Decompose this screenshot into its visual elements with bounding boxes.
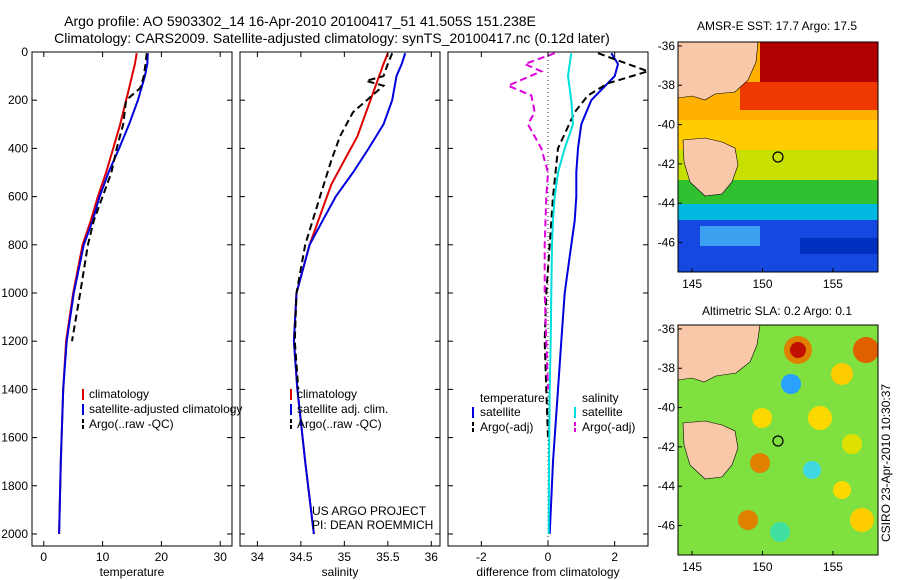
salinity-series-0-line [292,52,389,535]
temperature-series-1-line [58,53,149,535]
difference-xtick-label-0: -2 [476,550,487,564]
sst-ytick-label-0: -36 [658,39,676,53]
sst-xtick-label-0: 145 [682,277,702,291]
difference-series-1-line [543,52,652,438]
salinity-annotation-1: PI: DEAN ROEMMICH [312,518,433,532]
tasmania-sst [682,137,739,197]
figure-title-line2: Climatology: CARS2009. Satellite-adjuste… [54,30,610,46]
sst-ytick-label-4: -44 [658,196,676,210]
temperature-ytick-label-2: 400 [8,141,28,155]
temperature-xtick-label-3: 30 [214,550,228,564]
australia-mainland-sst [678,42,759,101]
sla-map-frame [677,324,879,556]
temperature-ytick-label-10: 2000 [1,527,28,541]
temperature-ytick-label-6: 1200 [1,334,28,348]
salinity-panel: 34 34.5 35 35.5 36 salinity climatologysatelli… [239,51,441,579]
salinity-axes-frame [239,51,441,547]
temperature-ytick-label-8: 1600 [1,431,28,445]
temperature-ytick-label-7: 1400 [1,382,28,396]
difference-legend-right-title: salinity [582,391,619,405]
sla-xtick-label-1: 150 [752,560,772,574]
temperature-ytick-label-1: 200 [8,93,28,107]
difference-xtick-label-1: 0 [545,550,552,564]
sla-xtick-label-2: 155 [823,560,843,574]
sla-xtick-label-0: 145 [682,560,702,574]
salinity-legend-label-2: Argo(..raw -QC) [297,417,382,431]
difference-xtick-label-2: 2 [611,550,618,564]
sst-ytick-label-3: -42 [658,157,676,171]
temperature-ytick-label-4: 800 [8,238,28,252]
salinity-xlabel: salinity [322,565,359,579]
difference-legend-left-title: temperature [480,391,545,405]
tasmania-sla [682,420,739,480]
sla-ytick-label-4: -44 [658,479,676,493]
difference-legend-right-label-0: satellite [582,405,623,419]
temperature-ytick-label-9: 1800 [1,479,28,493]
temperature-ytick-label-0: 0 [21,45,28,59]
sst-xtick-label-1: 150 [752,277,772,291]
salinity-xtick-label-0: 34 [251,550,265,564]
sla-map-field [678,325,878,555]
temperature-xtick-label-1: 10 [96,550,110,564]
temperature-series-0-line [58,53,138,535]
sla-ytick-label-1: -38 [658,361,676,375]
temperature-legend-label-1: satellite-adjusted climatology [89,402,242,416]
temperature-axes-frame [31,51,233,547]
salinity-xtick-label-2: 35 [338,550,352,564]
sst-argo-location [772,151,784,163]
salinity-xtick-label-3: 35.5 [376,550,400,564]
sla-ytick-label-5: -46 [658,519,676,533]
temperature-xlabel: temperature [100,565,165,579]
temperature-ytick-label-3: 600 [8,190,28,204]
sla-map-title: Altimetric SLA: 0.2 Argo: 0.1 [702,304,852,318]
difference-xlabel: difference from climatology [476,565,619,579]
csiro-side-label: CSIRO 23-Apr-2010 10:30:37 [879,384,893,542]
sst-ytick-label-1: -38 [658,78,676,92]
australia-mainland-sla [678,325,761,383]
sst-map-axes: 145 150 155 -36 -38 -40 -42 -44 -46 [658,39,844,291]
sla-map-panel: Altimetric SLA: 0.2 Argo: 0.1 145 150 155 -… [658,304,879,574]
sst-ytick-label-5: -46 [658,236,676,250]
temperature-xtick-label-2: 20 [155,550,169,564]
sst-map-panel: AMSR-E SST: 17.7 Argo: 17.5 145 150 155 -36… [658,19,879,291]
sla-ytick-label-2: -40 [658,401,676,415]
sst-map-title: AMSR-E SST: 17.7 Argo: 17.5 [697,19,857,33]
sst-xtick-label-2: 155 [823,277,843,291]
temperature-panel: 0 10 20 30 temperature 0 200 400 600 800 1000 1200 1… [1,45,242,579]
difference-series-2-line [547,53,575,535]
sla-ytick-label-0: -36 [658,322,676,336]
salinity-series-1-line [292,52,407,535]
difference-series-3-line [505,52,556,390]
temperature-series-2-line [71,53,148,342]
temperature-ytick-label-5: 1000 [1,286,28,300]
difference-legend-left-label-0: satellite [480,405,521,419]
difference-legend-left-label-1: Argo(-adj) [480,420,533,434]
sst-map-field [678,42,878,272]
difference-legend-right-label-1: Argo(-adj) [582,420,635,434]
sla-argo-location [772,435,784,447]
temperature-legend-label-2: Argo(..raw -QC) [89,417,174,431]
temperature-xtick-label-0: 0 [40,550,47,564]
salinity-xtick-label-1: 34.5 [289,550,313,564]
figure-title-line1: Argo profile: AO 5903302_14 16-Apr-2010 … [64,13,536,29]
salinity-series-2-line [293,52,394,390]
salinity-legend-label-1: satellite adj. clim. [297,402,388,416]
sst-ytick-label-2: -40 [658,118,676,132]
salinity-xtick-label-4: 36 [425,550,439,564]
sla-ytick-label-3: -42 [658,440,676,454]
sst-map-frame [677,41,879,273]
salinity-legend-label-0: climatology [297,387,357,401]
difference-series-0-line [548,52,620,535]
sla-map-axes: 145 150 155 -36 -38 -40 -42 -44 -46 [658,322,844,574]
salinity-annotation-0: US ARGO PROJECT [312,504,427,518]
temperature-legend-label-0: climatology [89,387,149,401]
